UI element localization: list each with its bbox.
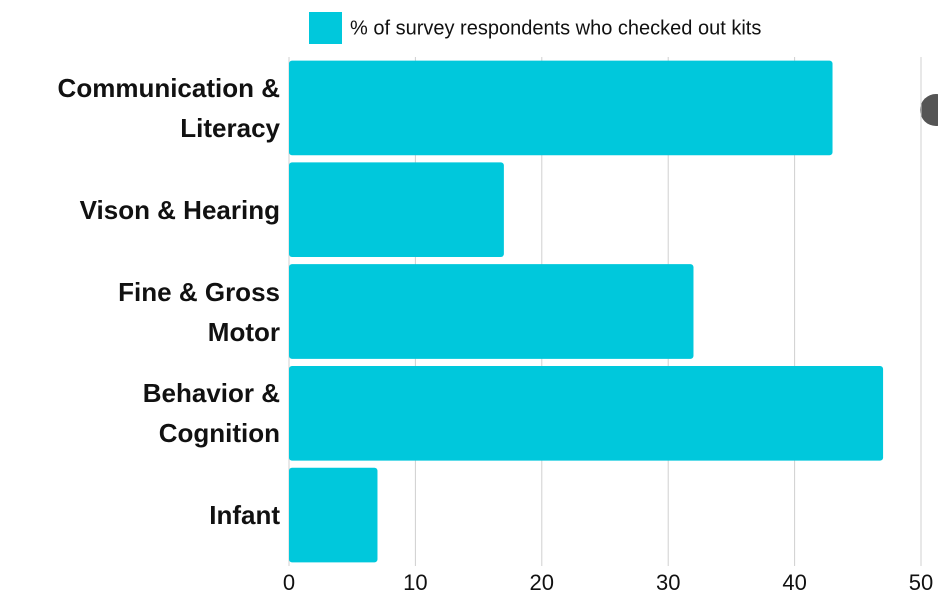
x-tick-label: 30 bbox=[656, 570, 680, 595]
x-tick-label: 40 bbox=[782, 570, 806, 595]
icon bbox=[920, 94, 938, 126]
x-tick-label: 0 bbox=[283, 570, 295, 595]
y-tick-label: Fine & Gross Motor bbox=[118, 276, 280, 347]
bar bbox=[289, 467, 378, 563]
legend-swatch bbox=[309, 12, 342, 44]
y-tick-label: Communication & Literacy bbox=[57, 72, 280, 143]
bar bbox=[289, 60, 833, 156]
y-tick-label: Vison & Hearing bbox=[79, 194, 280, 225]
x-tick-label: 10 bbox=[403, 570, 427, 595]
bar bbox=[289, 162, 504, 258]
y-tick-label: Behavior & Cognition bbox=[142, 378, 280, 449]
y-tick-label: Infant bbox=[209, 500, 280, 531]
bar bbox=[289, 365, 884, 461]
bar bbox=[289, 264, 694, 359]
x-tick-label: 50 bbox=[909, 570, 933, 595]
x-tick-label: 20 bbox=[530, 570, 554, 595]
legend-label: % of survey respondents who checked out … bbox=[350, 17, 761, 39]
